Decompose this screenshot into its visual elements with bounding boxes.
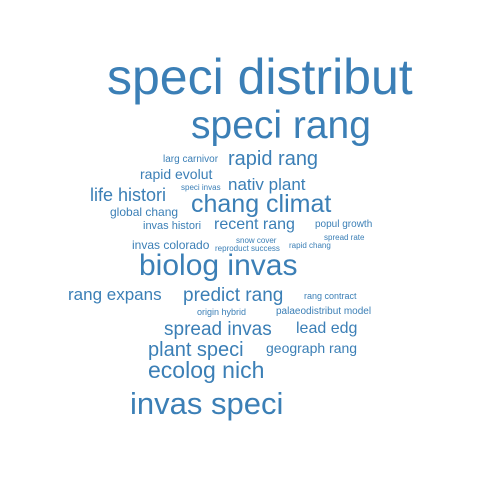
cloud-word: reproduct success (215, 244, 280, 253)
cloud-word: origin hybrid (197, 307, 247, 317)
cloud-word: invas speci (130, 386, 284, 421)
cloud-word: speci invas (181, 183, 221, 192)
cloud-word: biolog invas (139, 249, 298, 282)
cloud-word: recent rang (214, 216, 295, 233)
cloud-word: geograph rang (266, 340, 358, 356)
cloud-word: lead edg (296, 320, 358, 337)
cloud-word: chang climat (191, 190, 332, 218)
cloud-word: snow cover (236, 236, 277, 245)
cloud-word: speci rang (191, 104, 371, 147)
cloud-word: popul growth (315, 219, 373, 230)
cloud-word: predict rang (183, 285, 284, 306)
cloud-word: plant speci (148, 339, 244, 361)
cloud-word: ecolog nich (148, 357, 265, 383)
cloud-word: palaeodistribut model (276, 306, 372, 317)
cloud-word: life histori (90, 185, 167, 205)
cloud-word: spread invas (164, 319, 272, 340)
cloud-word: nativ plant (228, 175, 306, 194)
cloud-word: rang expans (68, 285, 162, 304)
cloud-word: rang contract (304, 291, 357, 301)
cloud-word: rapid rang (228, 148, 319, 170)
cloud-word: speci distribut (107, 49, 413, 105)
cloud-word: rapid chang (289, 241, 331, 250)
cloud-word: larg carnivor (163, 154, 219, 165)
cloud-word: invas colorado (132, 238, 210, 252)
cloud-word: global chang (110, 205, 179, 219)
cloud-word: rapid evolut (140, 166, 213, 182)
cloud-word: spread rate (324, 233, 365, 242)
cloud-word: invas histori (143, 220, 202, 232)
